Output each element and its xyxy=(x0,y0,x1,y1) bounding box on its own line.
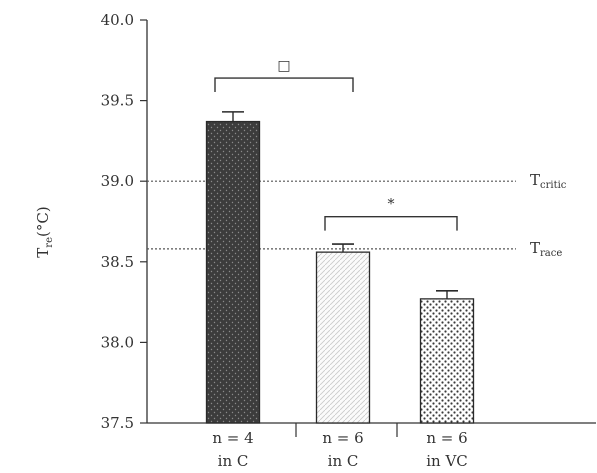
significance-bracket-1 xyxy=(324,215,458,231)
x-category-label: n = 6 xyxy=(426,429,467,447)
y-ticks: 37.5 38.0 38.5 39.0 39.5 40.0 xyxy=(101,11,147,432)
bar-2 xyxy=(419,298,475,424)
bar-1 xyxy=(315,251,371,424)
bars xyxy=(205,111,475,424)
significance-label-0: □ xyxy=(277,58,290,74)
y-tick-label: 39.0 xyxy=(101,172,134,190)
reference-line-label-critic: Tcritic xyxy=(530,171,567,191)
y-tick-label: 38.5 xyxy=(101,253,134,271)
significance-label-1: * xyxy=(388,197,395,213)
x-category-label: n = 6 xyxy=(322,429,363,447)
x-category-labels: n = 4 in C n = 6 in C n = 6 in VC xyxy=(212,423,468,470)
significance-brackets: □* xyxy=(214,58,458,231)
bar-0 xyxy=(205,120,261,424)
y-axis-title: Tre(°C) xyxy=(34,206,55,257)
x-category-label: in C xyxy=(328,452,359,470)
x-category-label: in VC xyxy=(426,452,468,470)
x-category-label: in C xyxy=(218,452,249,470)
y-tick-label: 37.5 xyxy=(101,414,134,432)
significance-bracket-0 xyxy=(214,77,354,93)
x-category-label: n = 4 xyxy=(212,429,253,447)
reference-line-label-race: Trace xyxy=(530,239,562,259)
y-tick-label: 38.0 xyxy=(101,333,134,351)
y-tick-label: 39.5 xyxy=(101,92,134,110)
y-tick-label: 40.0 xyxy=(101,11,134,29)
